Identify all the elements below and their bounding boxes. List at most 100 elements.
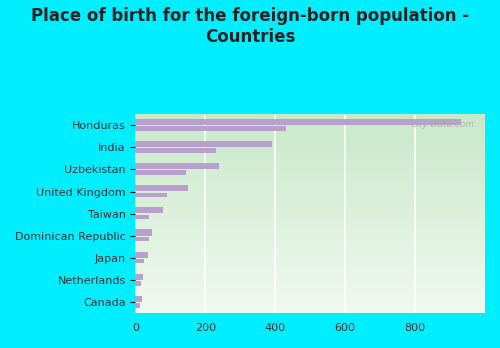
Bar [136, 141, 485, 142]
Bar [136, 126, 485, 127]
Bar [136, 161, 485, 162]
Bar [136, 253, 485, 254]
Bar [136, 173, 485, 174]
Bar [136, 272, 485, 274]
Bar [136, 206, 485, 207]
Bar [136, 119, 485, 120]
Bar [136, 132, 485, 133]
Bar [136, 266, 485, 267]
Bar [136, 227, 485, 228]
Bar [136, 209, 485, 210]
Bar [136, 154, 485, 155]
Bar [136, 232, 485, 234]
Bar [136, 117, 485, 118]
Bar [136, 155, 485, 156]
Bar [136, 179, 485, 180]
Bar [136, 297, 485, 298]
Bar [136, 218, 485, 219]
Bar [136, 267, 485, 268]
Bar [136, 263, 485, 264]
Bar [136, 183, 485, 184]
Bar [136, 215, 485, 216]
Bar [136, 188, 485, 189]
Bar [136, 198, 485, 199]
Bar [136, 136, 485, 137]
Bar [136, 300, 485, 301]
Bar [136, 131, 485, 132]
Bar [136, 115, 485, 116]
Bar [136, 203, 485, 204]
Bar [136, 292, 485, 293]
Bar [136, 251, 485, 252]
Bar [136, 284, 485, 285]
Bar [136, 207, 485, 208]
Bar [136, 238, 485, 239]
Bar [136, 261, 485, 262]
Bar [136, 312, 485, 313]
Bar [136, 184, 485, 185]
Bar [136, 299, 485, 300]
Bar [136, 294, 485, 295]
Text: Place of birth for the foreign-born population -
Countries: Place of birth for the foreign-born popu… [31, 7, 469, 46]
Bar [136, 175, 485, 176]
Bar [136, 296, 485, 297]
Bar [136, 283, 485, 284]
Bar [136, 220, 485, 221]
Bar [136, 245, 485, 246]
Bar [136, 193, 485, 194]
Bar [136, 139, 485, 140]
Bar [136, 285, 485, 286]
Bar [136, 282, 485, 283]
Bar [136, 194, 485, 195]
Bar [136, 148, 485, 149]
Bar [136, 274, 485, 275]
Bar [136, 162, 485, 163]
Bar [136, 163, 220, 169]
Bar [136, 174, 485, 175]
Bar [136, 145, 485, 146]
Bar [136, 278, 485, 279]
Bar [136, 250, 485, 251]
Bar [136, 163, 485, 164]
Bar [136, 254, 485, 255]
Bar [136, 310, 485, 311]
Bar [136, 153, 485, 154]
Bar [136, 186, 485, 187]
Bar [136, 140, 485, 141]
Bar [136, 288, 485, 290]
Bar [136, 192, 485, 193]
Bar [136, 248, 485, 250]
Bar [136, 167, 485, 168]
Bar [136, 199, 485, 200]
Bar [136, 234, 485, 235]
Bar [136, 210, 485, 211]
Bar [136, 308, 485, 309]
Bar [136, 279, 485, 280]
Bar [136, 217, 485, 218]
Bar [136, 215, 149, 219]
Bar [136, 151, 485, 152]
Bar [136, 242, 485, 243]
Bar [136, 296, 142, 302]
Bar [136, 166, 485, 167]
Bar [136, 150, 485, 151]
Bar [136, 189, 485, 190]
Bar [136, 240, 485, 242]
Bar [136, 164, 485, 165]
Bar [136, 286, 485, 287]
Bar [136, 287, 485, 288]
Bar [136, 307, 485, 308]
Bar [136, 127, 485, 128]
Bar [136, 301, 485, 302]
Bar [136, 135, 485, 136]
Bar [136, 264, 485, 266]
Bar [136, 236, 485, 237]
Bar [136, 223, 485, 224]
Bar [136, 152, 485, 153]
Bar [136, 119, 460, 125]
Bar [136, 134, 485, 135]
Bar [136, 305, 485, 306]
Bar [136, 255, 485, 256]
Bar [136, 228, 485, 229]
Bar [136, 259, 485, 260]
